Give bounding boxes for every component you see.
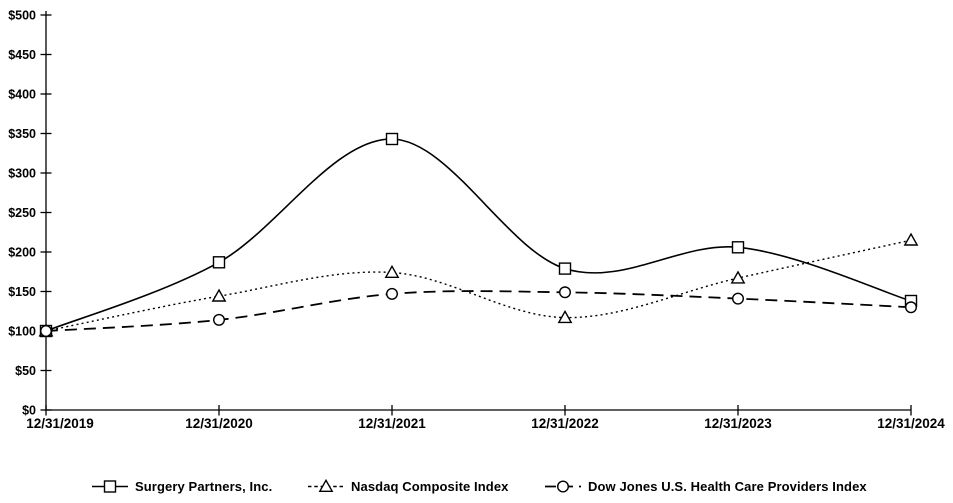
series-line-circle [45,290,912,332]
chart-legend: Surgery Partners, Inc. Nasdaq Composite I… [0,476,953,500]
x-axis-label: 12/31/2020 [185,416,253,431]
legend-item-square: Surgery Partners, Inc. [92,476,272,496]
x-axis-label: 12/31/2019 [26,416,94,431]
x-axis-label: 12/31/2024 [877,416,945,431]
dotted-line-triangle-marker-icon [308,478,344,492]
series-markers-square [39,132,918,338]
x-axis-label: 12/31/2023 [704,416,772,431]
plot-area: $0 $50 $100 $150 $200 $250 $300 $350 $400 $450 $50… [8,9,945,432]
dashed-line-circle-marker-icon [545,479,581,493]
series-line-square [45,138,912,332]
legend-item-triangle: Nasdaq Composite Index [308,476,509,496]
y-axis-label: $50 [15,364,36,378]
y-axis-label: $250 [8,206,36,220]
legend-label: Dow Jones U.S. Health Care Providers Ind… [588,478,867,494]
y-axis-label: $200 [8,246,36,260]
legend-item-circle: Dow Jones U.S. Health Care Providers Ind… [545,476,867,496]
x-axis-label: 12/31/2021 [358,416,426,431]
series-line-triangle [45,239,912,332]
y-axis-label: $300 [8,167,36,181]
y-axis-label: $450 [8,48,36,62]
axes: $0 $50 $100 $150 $200 $250 $300 $350 $400 $450 $50… [8,9,945,432]
legend-label: Surgery Partners, Inc. [135,478,273,494]
y-axis-label: $100 [8,325,36,339]
y-axis-label: $500 [8,9,36,23]
series-markers-circle [40,286,918,338]
legend-label: Nasdaq Composite Index [351,478,509,494]
y-axis-label: $0 [22,404,36,418]
y-axis-label: $350 [8,127,36,141]
y-axis-label: $400 [8,88,36,102]
solid-line-square-marker-icon [92,479,128,493]
x-axis-label: 12/31/2022 [531,416,599,431]
y-axis-label: $150 [8,285,36,299]
